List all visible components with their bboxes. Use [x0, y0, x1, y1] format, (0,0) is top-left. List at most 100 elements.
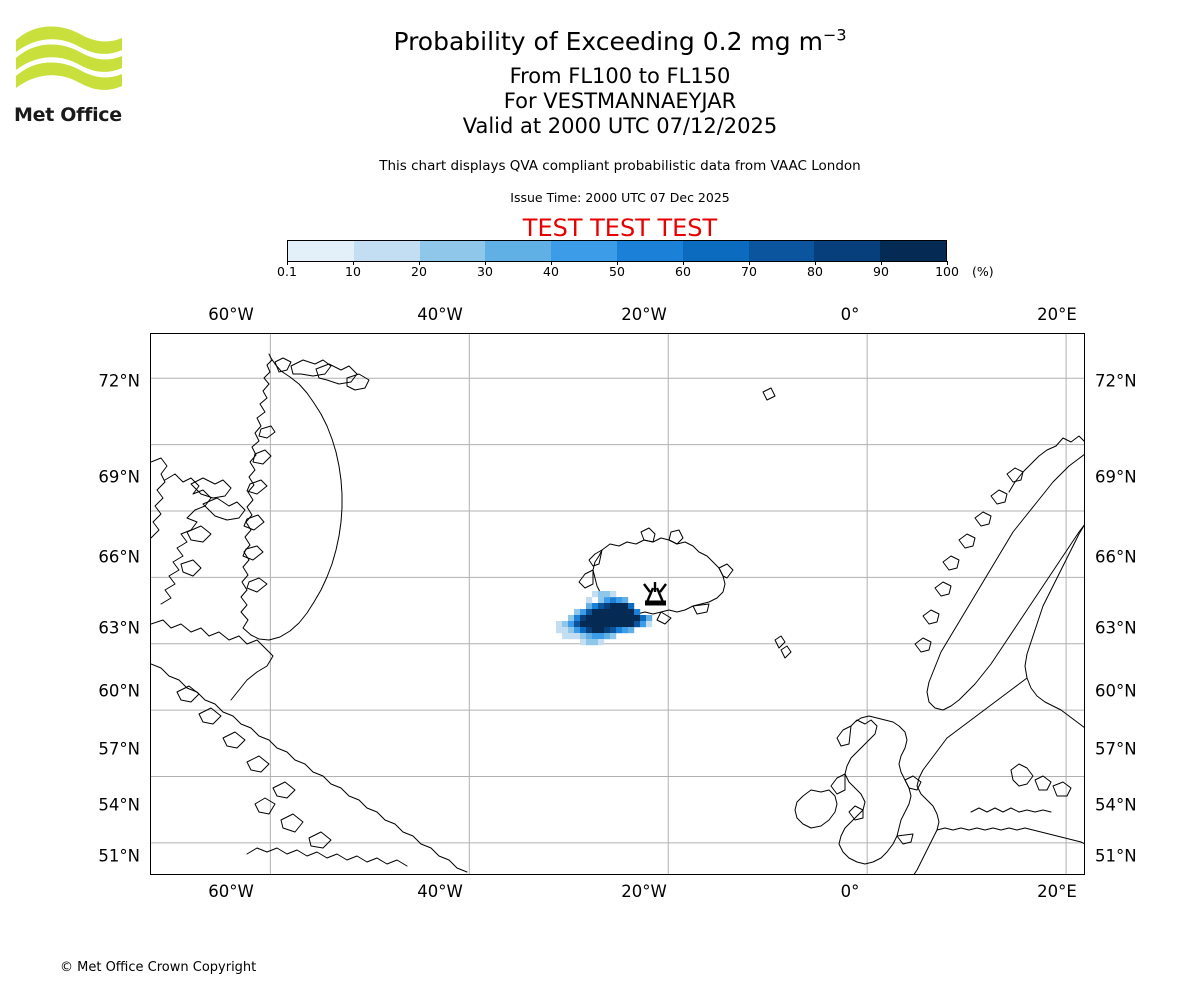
plume-cell [592, 609, 599, 616]
colorbar-band-6 [682, 241, 749, 261]
plume-cell [622, 621, 629, 628]
plume-cell [646, 621, 653, 628]
axis-label-right-57°N: 57°N [1095, 739, 1137, 759]
colorbar-tickmark-50 [617, 261, 618, 265]
axis-label-bottom-60°W: 60°W [208, 882, 254, 901]
plume-cell [568, 627, 575, 634]
colorbar-tick-10: 10 [345, 264, 361, 279]
plume-cell [586, 633, 593, 640]
plume-cell [592, 627, 599, 634]
plume-cell [592, 621, 599, 628]
plume-cell [628, 609, 635, 616]
plume-cell [592, 615, 599, 622]
plume-cell [616, 615, 623, 622]
plume-cell [610, 597, 617, 604]
axis-label-left-69°N: 69°N [98, 467, 140, 487]
colorbar-tick-50: 50 [609, 264, 625, 279]
axis-label-left-72°N: 72°N [98, 371, 140, 391]
plume-cell [562, 621, 569, 628]
plume-cell [598, 615, 605, 622]
plume-cell [622, 597, 629, 604]
colorbar-band-3 [485, 241, 552, 261]
chart-title-text: Probability of Exceeding 0.2 mg m [393, 27, 823, 56]
plume-cell [598, 633, 605, 640]
colorbar-tick-100: 100 [935, 264, 959, 279]
plume-cell [592, 591, 599, 598]
axis-label-top-60°W: 60°W [208, 305, 254, 324]
plume-cell [598, 627, 605, 634]
plume-cell [592, 603, 599, 610]
plume-cell [628, 603, 635, 610]
colorbar-tickmark-30 [485, 261, 486, 265]
plume-cell [574, 621, 581, 628]
axis-label-left-57°N: 57°N [98, 739, 140, 759]
plume-cell [574, 609, 581, 616]
map-plot-area[interactable] [150, 333, 1085, 875]
colorbar-tickmark-80 [815, 261, 816, 265]
axis-label-bottom-20°W: 20°W [621, 882, 667, 901]
copyright-notice: © Met Office Crown Copyright [60, 960, 257, 975]
axis-label-bottom-0°: 0° [840, 882, 860, 901]
axis-label-right-63°N: 63°N [1095, 618, 1137, 638]
plume-cell [604, 627, 611, 634]
colorbar-band-7 [748, 241, 815, 261]
colorbar-tickmark-40 [551, 261, 552, 265]
colorbar-tick-0.1: 0.1 [277, 264, 297, 279]
plume-cell [598, 609, 605, 616]
plume-cell [610, 615, 617, 622]
plume-cell [580, 621, 587, 628]
volcano-source-marker [643, 582, 667, 606]
plume-cell [556, 627, 563, 634]
plume-cell [628, 621, 635, 628]
plume-cell [622, 627, 629, 634]
axis-label-left-54°N: 54°N [98, 795, 140, 815]
plume-cell [604, 597, 611, 604]
met-office-logo: Met Office [10, 18, 128, 126]
plume-cell [610, 621, 617, 628]
plume-cell [598, 591, 605, 598]
plume-cell [568, 621, 575, 628]
plume-cell [568, 615, 575, 622]
axis-label-top-0°: 0° [840, 305, 860, 324]
plume-cell [598, 621, 605, 628]
colorbar-tick-40: 40 [543, 264, 559, 279]
axis-label-bottom-20°E: 20°E [1037, 882, 1077, 901]
axis-label-left-60°N: 60°N [98, 681, 140, 701]
plume-cell [592, 633, 599, 640]
plume-cell [604, 615, 611, 622]
colorbar-tick-30: 30 [477, 264, 493, 279]
axis-label-bottom-40°W: 40°W [417, 882, 463, 901]
plume-cell [616, 621, 623, 628]
colorbar-tickmark-90 [881, 261, 882, 265]
met-office-logo-text: Met Office [14, 104, 122, 126]
colorbar-tick-60: 60 [675, 264, 691, 279]
plume-cell [562, 633, 569, 640]
colorbar-band-8 [814, 241, 881, 261]
plume-cell [598, 597, 605, 604]
colorbar-band-1 [353, 241, 420, 261]
plume-cell [622, 609, 629, 616]
plume-cell [646, 615, 653, 622]
plume-cell [580, 627, 587, 634]
chart-title-exponent: −3 [822, 25, 847, 45]
axis-label-right-72°N: 72°N [1095, 371, 1137, 391]
colorbar-swatches [287, 240, 947, 262]
colorbar-tickmark-0.1 [287, 261, 288, 265]
axis-label-left-51°N: 51°N [98, 846, 140, 866]
axis-label-left-66°N: 66°N [98, 547, 140, 567]
test-banner: TEST TEST TEST [522, 214, 718, 242]
plume-cell [586, 639, 593, 646]
plume-cell [610, 591, 617, 598]
colorbar-unit-label: (%) [972, 264, 994, 279]
colorbar-band-2 [419, 241, 486, 261]
plume-cell [580, 633, 587, 640]
plume-cell [610, 609, 617, 616]
colorbar-band-0 [288, 241, 354, 261]
plume-cell [634, 609, 641, 616]
plume-cell [580, 609, 587, 616]
plume-cell [604, 621, 611, 628]
axis-label-right-60°N: 60°N [1095, 681, 1137, 701]
plume-cell [556, 621, 563, 628]
colorbar-band-5 [616, 241, 683, 261]
plume-cell [610, 603, 617, 610]
